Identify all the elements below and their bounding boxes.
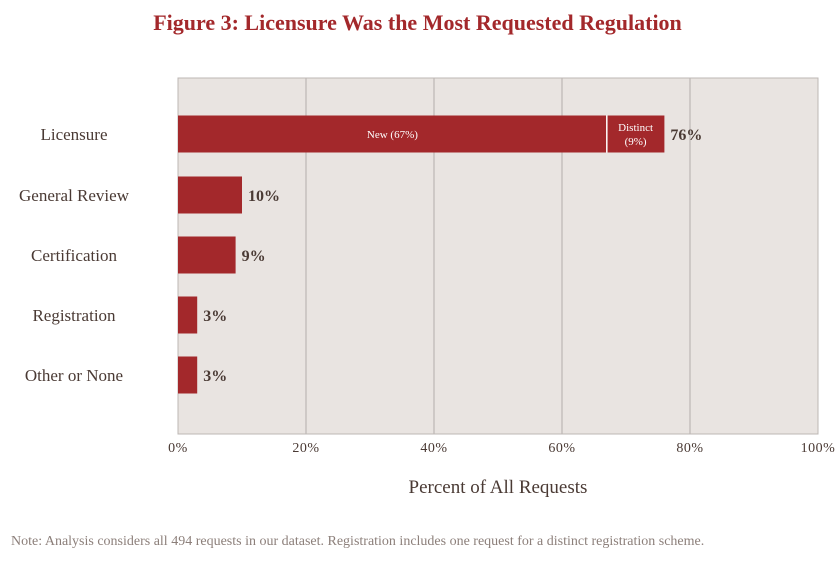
chart-note: Note: Analysis considers all 494 request… xyxy=(11,534,705,549)
bar-distinct-segment xyxy=(606,115,665,153)
category-label: Registration xyxy=(32,306,116,325)
category-label: Certification xyxy=(31,246,117,265)
segment-label: (9%) xyxy=(625,136,647,148)
x-tick-label: 80% xyxy=(676,441,703,456)
bar-new-segment xyxy=(178,236,236,274)
x-tick-label: 40% xyxy=(420,441,447,456)
category-label: Other or None xyxy=(25,366,123,385)
category-label: General Review xyxy=(19,186,130,205)
bar-new-segment xyxy=(178,356,198,394)
segment-label: Distinct xyxy=(618,122,653,134)
category-label: Licensure xyxy=(40,125,107,144)
x-tick-label: 0% xyxy=(168,441,188,456)
bar-value-label: 9% xyxy=(242,248,266,265)
chart-title: Figure 3: Licensure Was the Most Request… xyxy=(153,10,682,35)
x-axis-label: Percent of All Requests xyxy=(408,477,588,498)
bar-new-segment xyxy=(178,176,242,214)
x-tick-label: 100% xyxy=(801,441,835,456)
bar-value-label: 3% xyxy=(203,308,227,325)
bar-value-label: 10% xyxy=(248,188,280,205)
x-tick-label: 60% xyxy=(548,441,575,456)
bar-value-label: 76% xyxy=(670,127,702,144)
bar-new-segment xyxy=(178,296,198,334)
segment-label: New (67%) xyxy=(367,129,418,141)
bar-value-label: 3% xyxy=(203,368,227,385)
x-tick-label: 20% xyxy=(292,441,319,456)
bar-new-segment xyxy=(178,115,607,153)
